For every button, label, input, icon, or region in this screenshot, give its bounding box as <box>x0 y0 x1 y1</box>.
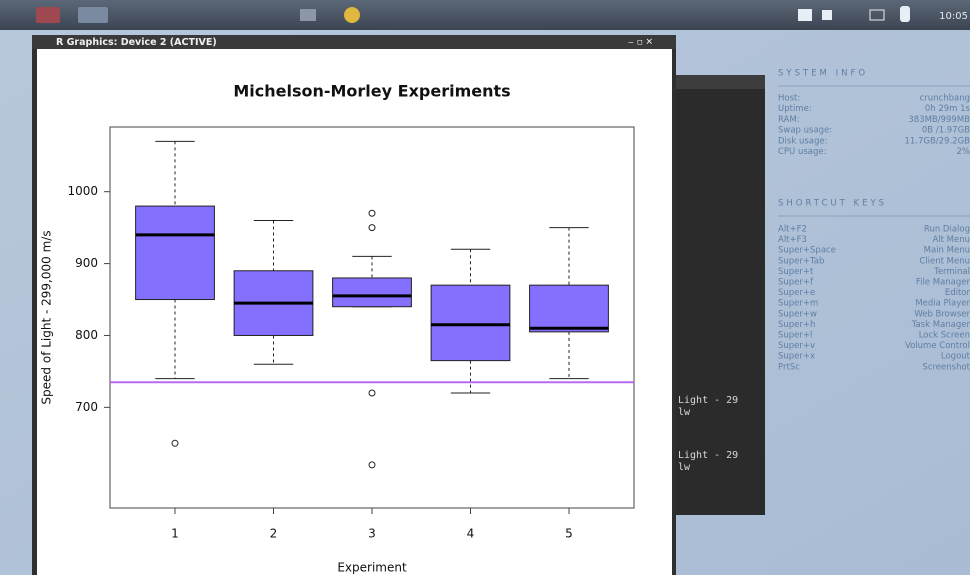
section-title: SHORTCUT KEYS <box>778 199 887 209</box>
terminal-window <box>664 75 765 515</box>
info-label: Host: <box>778 94 800 104</box>
x-tick-label: 3 <box>368 527 376 541</box>
x-tick-label: 2 <box>270 527 278 541</box>
box <box>530 285 609 332</box>
shortcut-key: Super+e <box>778 288 815 298</box>
x-tick-label: 4 <box>467 527 475 541</box>
shortcut-key: Alt+F3 <box>778 235 807 245</box>
shortcut-action: Editor <box>945 288 970 298</box>
terminal-line: Light - 29 <box>678 450 738 461</box>
y-tick-label: 800 <box>75 328 98 342</box>
desktop: 10:05 Light - 29lwLight - 29lw SYSTEM IN… <box>0 0 970 575</box>
box <box>431 285 510 360</box>
x-tick-label: 1 <box>171 527 179 541</box>
chart-title: Michelson-Morley Experiments <box>233 82 510 101</box>
shortcut-action: Client Menu <box>919 256 970 266</box>
shortcut-key: Alt+F2 <box>778 225 807 235</box>
box <box>136 206 215 299</box>
shortcut-key: Super+x <box>778 352 815 362</box>
shortcut-action: Task Manager <box>911 320 970 330</box>
y-tick-label: 900 <box>75 256 98 270</box>
info-label: CPU usage: <box>778 147 827 157</box>
shortcut-action: Screenshot <box>922 362 970 372</box>
workspace-button[interactable] <box>78 7 108 23</box>
info-value: 11.7GB/29.2GB <box>904 136 970 146</box>
shortcut-action: Run Dialog <box>924 225 970 235</box>
info-value: 0B /1.97GB <box>922 126 970 136</box>
shortcut-action: Web Browser <box>914 309 970 319</box>
info-label: Swap usage: <box>778 126 832 136</box>
shortcut-action: Terminal <box>933 267 970 277</box>
shortcut-key: Super+f <box>778 278 814 288</box>
info-label: Disk usage: <box>778 136 827 146</box>
info-value: 0h 29m 1s <box>925 104 970 114</box>
tray-icon[interactable] <box>900 6 910 22</box>
tray-icon[interactable] <box>822 10 832 20</box>
info-label: Uptime: <box>778 104 812 114</box>
terminal-line: lw <box>678 407 691 418</box>
shortcut-key: Super+v <box>778 341 815 351</box>
info-label: RAM: <box>778 115 800 125</box>
info-value: 2% <box>957 147 970 157</box>
shortcut-key: Super+m <box>778 299 818 309</box>
shortcut-action: File Manager <box>916 278 970 288</box>
y-tick-label: 1000 <box>67 184 98 198</box>
shortcut-key: PrtSc <box>778 362 800 372</box>
shortcut-key: Super+w <box>778 309 817 319</box>
info-value: crunchbang <box>920 94 970 104</box>
shortcut-key: Super+l <box>778 331 812 341</box>
info-value: 383MB/999MB <box>908 115 970 125</box>
menu-button[interactable] <box>36 7 60 23</box>
shortcut-action: Media Player <box>915 299 970 309</box>
x-tick-label: 5 <box>565 527 573 541</box>
shortcut-action: Lock Screen <box>919 331 970 341</box>
window-title: R Graphics: Device 2 (ACTIVE) <box>56 37 217 48</box>
y-tick-label: 700 <box>75 400 98 414</box>
x-axis-label: Experiment <box>337 561 407 575</box>
y-axis-label: Speed of Light - 299,000 m/s <box>40 230 54 404</box>
page: 10:05 Light - 29lwLight - 29lw SYSTEM IN… <box>0 0 970 575</box>
shortcut-action: Main Menu <box>924 246 970 256</box>
tray-icon[interactable] <box>798 9 812 21</box>
taskbar-icon[interactable] <box>300 9 316 21</box>
clock: 10:05 <box>939 11 968 22</box>
shortcut-action: Alt Menu <box>932 235 970 245</box>
terminal-line: lw <box>678 462 691 473</box>
shortcut-key: Super+t <box>778 267 814 277</box>
box <box>333 278 412 307</box>
section-title: SYSTEM INFO <box>778 69 868 79</box>
shortcut-action: Logout <box>941 352 970 362</box>
shortcut-key: Super+h <box>778 320 815 330</box>
terminal-titlebar <box>664 75 765 89</box>
shortcut-key: Super+Space <box>778 246 836 256</box>
taskbar-icon[interactable] <box>344 7 360 23</box>
shortcut-action: Volume Control <box>905 341 970 351</box>
window-controls[interactable]: ‒ ▫ ✕ <box>628 38 653 48</box>
shortcut-key: Super+Tab <box>778 256 824 266</box>
terminal-line: Light - 29 <box>678 395 738 406</box>
